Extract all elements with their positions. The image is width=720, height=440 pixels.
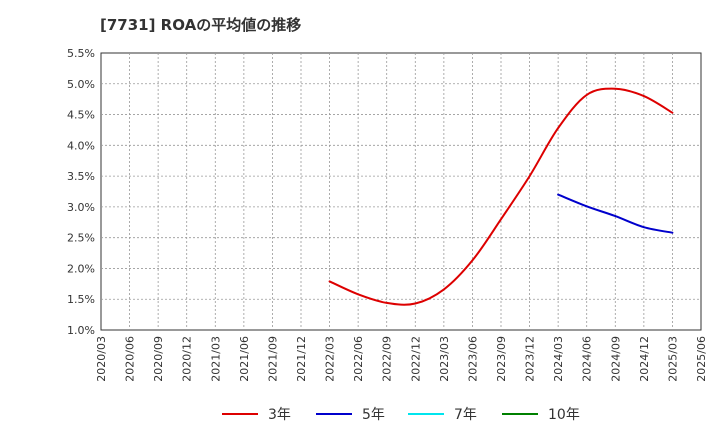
- legend-item-5y[interactable]: 5年: [316, 402, 385, 426]
- x-tick-label: 2024/12: [638, 336, 651, 382]
- x-tick-label: 2022/03: [324, 336, 337, 382]
- y-axis-ticks: 1.0% 1.5% 2.0% 2.5% 3.0% 3.5% 4.0% 4.5% 5.0% 5.5%: [67, 47, 95, 337]
- x-tick-label: 2020/06: [124, 336, 137, 382]
- y-tick-label: 2.5%: [67, 232, 95, 245]
- series-line-0: [328, 87, 674, 306]
- x-tick-label: 2025/03: [666, 336, 679, 382]
- y-tick-label: 5.0%: [67, 78, 95, 91]
- x-tick-label: 2021/06: [238, 336, 251, 382]
- series-1-point[interactable]: [584, 203, 590, 209]
- x-tick-label: 2022/12: [409, 336, 422, 382]
- x-tick-label: 2024/06: [581, 336, 594, 382]
- legend-item-10y[interactable]: 10年: [502, 402, 580, 426]
- x-tick-label: 2023/06: [466, 336, 479, 382]
- x-tick-label: 2024/09: [609, 336, 622, 382]
- y-tick-label: 1.5%: [67, 293, 95, 306]
- x-tick-label: 2021/03: [209, 336, 222, 382]
- y-tick-label: 5.5%: [67, 47, 95, 60]
- plot-frame: [100, 52, 702, 331]
- y-tick-label: 3.5%: [67, 170, 95, 183]
- y-tick-label: 3.0%: [67, 201, 95, 214]
- series-0-point[interactable]: [469, 257, 475, 263]
- x-tick-label: 2024/03: [552, 336, 565, 382]
- chart-title: [7731] ROAの平均値の推移: [100, 16, 302, 34]
- series-0-point[interactable]: [327, 278, 333, 284]
- series-0-point[interactable]: [355, 291, 361, 297]
- x-tick-label: 2025/06: [695, 336, 708, 382]
- legend-item-3y[interactable]: 3年: [222, 402, 291, 426]
- x-tick-label: 2023/03: [438, 336, 451, 382]
- series-0-point[interactable]: [584, 92, 590, 98]
- legend-swatch-10y: [502, 413, 538, 415]
- x-tick-label: 2021/12: [295, 336, 308, 382]
- x-tick-label: 2020/09: [152, 336, 165, 382]
- legend: 3年 5年 7年 10年: [0, 402, 720, 426]
- series-0-point[interactable]: [612, 86, 618, 92]
- legend-label-10y: 10年: [548, 407, 580, 423]
- legend-label-7y: 7年: [454, 407, 477, 423]
- y-tick-label: 2.0%: [67, 262, 95, 275]
- series-0-point[interactable]: [384, 300, 390, 306]
- series-0-point[interactable]: [669, 110, 675, 116]
- series-0-point[interactable]: [555, 125, 561, 131]
- series-1-point[interactable]: [555, 192, 561, 198]
- x-tick-label: 2020/03: [95, 336, 108, 382]
- legend-item-7y[interactable]: 7年: [408, 402, 477, 426]
- y-tick-label: 1.0%: [67, 324, 95, 337]
- y-tick-label: 4.5%: [67, 109, 95, 122]
- y-tick-label: 4.0%: [67, 139, 95, 152]
- series-1-point[interactable]: [641, 224, 647, 230]
- x-tick-label: 2022/06: [352, 336, 365, 382]
- series-1-point[interactable]: [612, 213, 618, 219]
- series-0-point[interactable]: [498, 216, 504, 222]
- x-tick-label: 2022/09: [381, 336, 394, 382]
- legend-swatch-5y: [316, 413, 352, 415]
- legend-label-3y: 3年: [268, 407, 291, 423]
- series-0-point[interactable]: [641, 93, 647, 99]
- legend-swatch-3y: [222, 413, 258, 415]
- legend-swatch-7y: [408, 413, 444, 415]
- series-lines: [327, 86, 675, 307]
- series-1-point[interactable]: [669, 230, 675, 236]
- x-tick-label: 2021/09: [266, 336, 279, 382]
- series-0-point[interactable]: [441, 286, 447, 292]
- grid-lines: [101, 53, 701, 330]
- x-axis-ticks: 2020/03 2020/06 2020/09 2020/12 2021/03 2021/…: [95, 336, 708, 382]
- legend-label-5y: 5年: [362, 407, 385, 423]
- series-line-1: [557, 193, 674, 234]
- x-tick-label: 2023/09: [495, 336, 508, 382]
- x-tick-label: 2020/12: [181, 336, 194, 382]
- x-tick-label: 2023/12: [524, 336, 537, 382]
- series-0-point[interactable]: [527, 173, 533, 179]
- series-0-point[interactable]: [412, 301, 418, 307]
